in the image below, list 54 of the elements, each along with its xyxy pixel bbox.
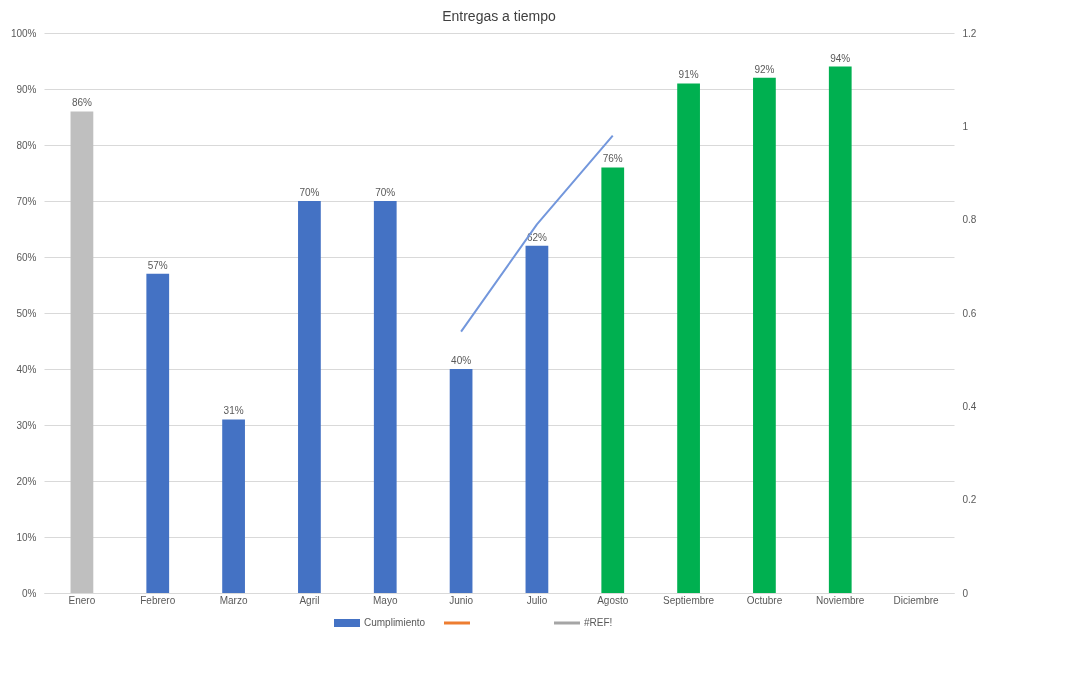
- bar: [70, 111, 94, 593]
- x-tick-label: Junio: [449, 594, 474, 606]
- x-tick-label: Agosto: [597, 594, 629, 606]
- x-tick-label: Julio: [526, 594, 548, 606]
- bar: [146, 273, 170, 593]
- y-tick-label: 90%: [16, 83, 37, 95]
- legend-label: Cumplimiento: [364, 617, 426, 628]
- y2-tick-label: 0: [962, 587, 969, 599]
- y-tick-label: 40%: [16, 363, 37, 375]
- x-tick-label: Octubre: [746, 594, 783, 606]
- bar: [373, 201, 397, 593]
- y-tick-label: 10%: [16, 531, 37, 543]
- bar: [222, 419, 245, 593]
- y-tick-label: 20%: [16, 475, 37, 487]
- data-label: 40%: [451, 355, 472, 366]
- y2-tick-label: 0.2: [962, 494, 977, 506]
- y-tick-label: 70%: [16, 195, 37, 207]
- x-tick-label: Diciembre: [893, 594, 940, 606]
- bar: [525, 245, 549, 593]
- x-tick-label: Marzo: [219, 594, 248, 606]
- y2-tick-label: 0.6: [962, 307, 977, 319]
- data-label: 70%: [299, 187, 320, 198]
- y2-tick-label: 0.8: [962, 214, 977, 226]
- bar: [601, 167, 625, 593]
- chart-title: Entregas a tiempo: [442, 8, 557, 24]
- data-label: 86%: [71, 97, 93, 109]
- x-tick-label: Mayo: [373, 594, 398, 606]
- data-label: 76%: [602, 153, 623, 165]
- data-label: 91%: [678, 69, 699, 81]
- y2-tick-label: 1: [962, 120, 969, 132]
- x-tick-label: Septiembre: [663, 594, 715, 606]
- legend-label: #REF!: [584, 617, 613, 628]
- data-label: 70%: [375, 187, 396, 198]
- y2-tick-label: 1.2: [962, 27, 977, 39]
- y-tick-label: 30%: [16, 419, 37, 431]
- bar: [753, 77, 776, 593]
- x-tick-label: Febrero: [140, 594, 176, 606]
- bar: [449, 369, 473, 593]
- bar: [298, 201, 321, 593]
- y-tick-label: 60%: [16, 251, 37, 263]
- y-tick-label: 100%: [10, 27, 37, 39]
- bar: [677, 83, 700, 593]
- data-label: 31%: [223, 405, 244, 417]
- y-tick-label: 80%: [16, 139, 37, 151]
- y2-tick-label: 0.4: [962, 400, 977, 412]
- y-tick-label: 0%: [22, 587, 37, 599]
- x-tick-label: Enero: [68, 594, 96, 606]
- x-tick-label: Agril: [299, 594, 320, 606]
- x-tick-label: Noviembre: [816, 594, 865, 606]
- bar: [828, 66, 852, 593]
- y-tick-label: 50%: [16, 307, 37, 319]
- data-label: 92%: [754, 63, 775, 75]
- data-label: 57%: [147, 259, 168, 271]
- data-label: 94%: [830, 52, 851, 64]
